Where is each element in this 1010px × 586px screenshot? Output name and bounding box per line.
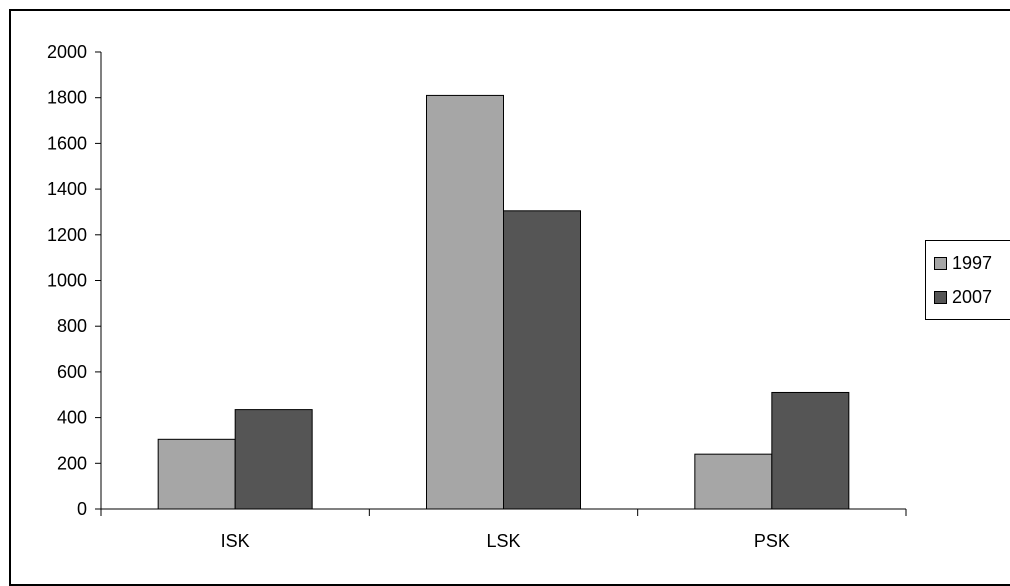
y-tick-label: 400: [57, 408, 87, 428]
bar-lsk-2007: [503, 210, 581, 510]
y-tick-label: 0: [77, 499, 87, 519]
x-tick-label-psk: PSK: [754, 531, 790, 551]
x-tick-label-isk: ISK: [221, 531, 250, 551]
y-tick-label: 200: [57, 453, 87, 473]
legend-item-2007: 2007: [934, 285, 992, 309]
y-tick-label: 1600: [47, 133, 87, 153]
y-tick-label: 2000: [47, 42, 87, 62]
legend-label-2007: 2007: [952, 286, 993, 307]
bar-isk-2007: [234, 409, 313, 510]
legend-swatch-1997: [934, 256, 947, 270]
bar-lsk-1997: [426, 94, 504, 510]
bar-psk-2007: [771, 391, 850, 510]
y-tick-label: 1800: [47, 88, 87, 108]
chart-legend: 1997 2007: [925, 240, 1010, 320]
legend-label-1997: 1997: [952, 252, 993, 273]
y-tick-label: 1200: [47, 225, 87, 245]
x-tick-label-lsk: LSK: [486, 531, 520, 551]
y-tick-label: 800: [57, 316, 87, 336]
bar-psk-1997: [694, 453, 773, 510]
y-tick-label: 1400: [47, 179, 87, 199]
legend-swatch-2007: [934, 290, 947, 304]
bar-isk-1997: [157, 438, 236, 510]
y-tick-label: 600: [57, 362, 87, 382]
legend-item-1997: 1997: [934, 251, 992, 275]
y-tick-label: 1000: [47, 271, 87, 291]
